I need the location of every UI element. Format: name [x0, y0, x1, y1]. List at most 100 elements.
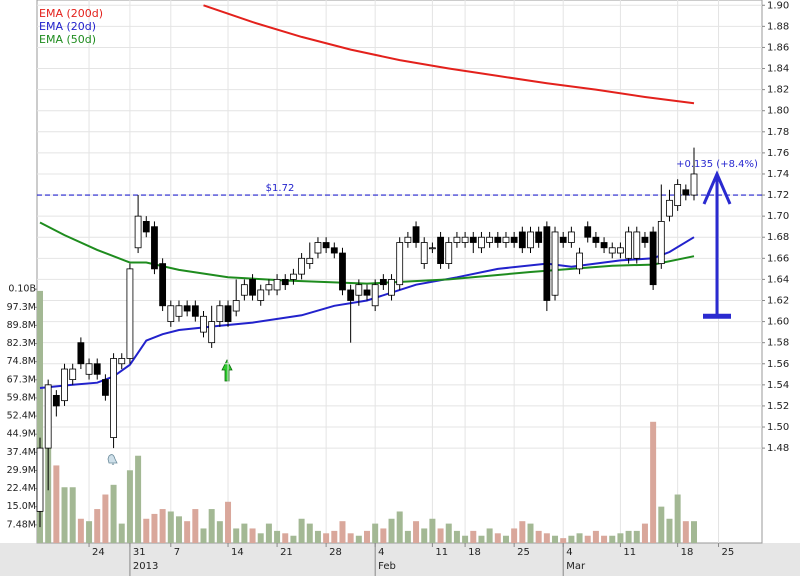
- volume-bar: [535, 530, 542, 543]
- candle-body: [657, 221, 665, 264]
- candle-body: [567, 231, 575, 243]
- candle-body: [183, 305, 191, 312]
- candle-body: [240, 284, 248, 296]
- volume-tick-label: 59.8M: [7, 392, 36, 403]
- candle-body: [102, 379, 109, 396]
- candle-body: [478, 236, 485, 249]
- y-tick-label: 1.78: [767, 127, 789, 138]
- candle-body: [535, 231, 543, 243]
- volume-bar: [543, 533, 550, 543]
- volume-bar: [306, 523, 313, 543]
- volume-bar: [167, 511, 174, 543]
- candle-body: [306, 257, 314, 264]
- volume-bar: [527, 523, 534, 543]
- y-tick-label: 1.64: [767, 274, 789, 285]
- volume-bar: [568, 535, 575, 543]
- x-tick-label: 18: [681, 547, 694, 558]
- volume-bar: [617, 533, 624, 543]
- volume-bar: [674, 494, 681, 543]
- candle-body: [110, 358, 117, 438]
- volume-bar: [102, 494, 109, 543]
- volume-bar: [364, 530, 370, 543]
- candle-body: [216, 305, 224, 322]
- y-tick-label: 1.90: [767, 0, 789, 11]
- volume-bar: [61, 487, 68, 543]
- volume-tick-label: 15.0M: [7, 501, 36, 512]
- volume-tick-label: 22.4M: [7, 483, 36, 494]
- volume-bar: [633, 530, 640, 543]
- volume-bar: [470, 530, 477, 543]
- volume-bar: [347, 533, 354, 543]
- volume-bar: [290, 535, 297, 543]
- volume-bar: [478, 535, 485, 543]
- candle-body: [625, 231, 632, 259]
- volume-tick-label: 7.48M: [7, 519, 36, 530]
- candle-body: [339, 252, 346, 291]
- y-tick-label: 1.68: [767, 232, 789, 243]
- ema-line: [203, 4, 695, 105]
- volume-bar: [53, 465, 60, 543]
- reference-label: $1.72: [266, 183, 295, 194]
- volume-bar: [462, 535, 469, 543]
- volume-bar: [265, 523, 272, 543]
- volume-bar: [666, 518, 673, 543]
- candle-body: [142, 221, 150, 233]
- volume-bar: [110, 484, 117, 543]
- volume-bar: [151, 513, 158, 543]
- candle-body: [412, 226, 420, 243]
- volume-bar: [94, 509, 101, 543]
- candle-body: [584, 226, 592, 238]
- volume-bar: [77, 518, 84, 543]
- candle-body: [249, 279, 256, 296]
- volume-bar: [323, 533, 330, 543]
- volume-bar: [175, 516, 182, 543]
- candle-body: [396, 242, 404, 286]
- candle-body: [77, 342, 85, 365]
- volume-bar: [641, 523, 648, 543]
- volume-tick-label: 0.10B: [8, 284, 36, 295]
- y-tick-label: 1.72: [767, 190, 789, 201]
- measure-arrowhead: [702, 170, 732, 205]
- y-tick-label: 1.70: [767, 211, 789, 222]
- volume-tick-label: 52.4M: [7, 411, 36, 422]
- y-tick-label: 1.52: [767, 401, 789, 412]
- candle-body: [420, 242, 428, 264]
- y-tick-label: 1.48: [767, 443, 789, 454]
- volume-bar: [437, 528, 444, 543]
- volume-bar: [37, 290, 43, 543]
- volume-bar: [241, 523, 248, 543]
- volume-bar: [257, 533, 264, 543]
- candle-body: [543, 226, 551, 301]
- period-label: Feb: [378, 561, 396, 572]
- volume-bar: [625, 530, 632, 543]
- volume-bar: [192, 509, 199, 543]
- x-tick-label: 4: [566, 547, 572, 558]
- x-tick-label: 24: [92, 547, 105, 558]
- candle-body: [44, 384, 52, 449]
- volume-bar: [502, 535, 509, 543]
- candle-body: [191, 305, 199, 317]
- candle-body: [633, 231, 641, 259]
- volume-bar: [584, 535, 591, 543]
- candle-body: [666, 199, 673, 217]
- x-axis-band: [0, 543, 800, 576]
- candle-body: [224, 305, 232, 322]
- volume-bar: [453, 530, 460, 543]
- volume-tick-label: 97.3M: [7, 302, 36, 313]
- volume-bar: [355, 535, 362, 543]
- x-tick-label: 7: [174, 547, 180, 558]
- volume-bar: [216, 521, 223, 543]
- x-tick-label: 11: [623, 547, 636, 558]
- volume-bar: [682, 521, 689, 543]
- y-tick-label: 1.56: [767, 359, 789, 370]
- candle-body: [469, 236, 477, 243]
- y-tick-label: 1.82: [767, 85, 789, 96]
- candle-body: [428, 247, 436, 250]
- legend-entry: EMA (20d): [39, 20, 96, 33]
- candle-body: [134, 215, 142, 249]
- candle-body: [608, 247, 616, 254]
- volume-bar: [658, 506, 665, 543]
- volume-tick-label: 44.9M: [7, 429, 36, 440]
- candle-body: [494, 236, 502, 243]
